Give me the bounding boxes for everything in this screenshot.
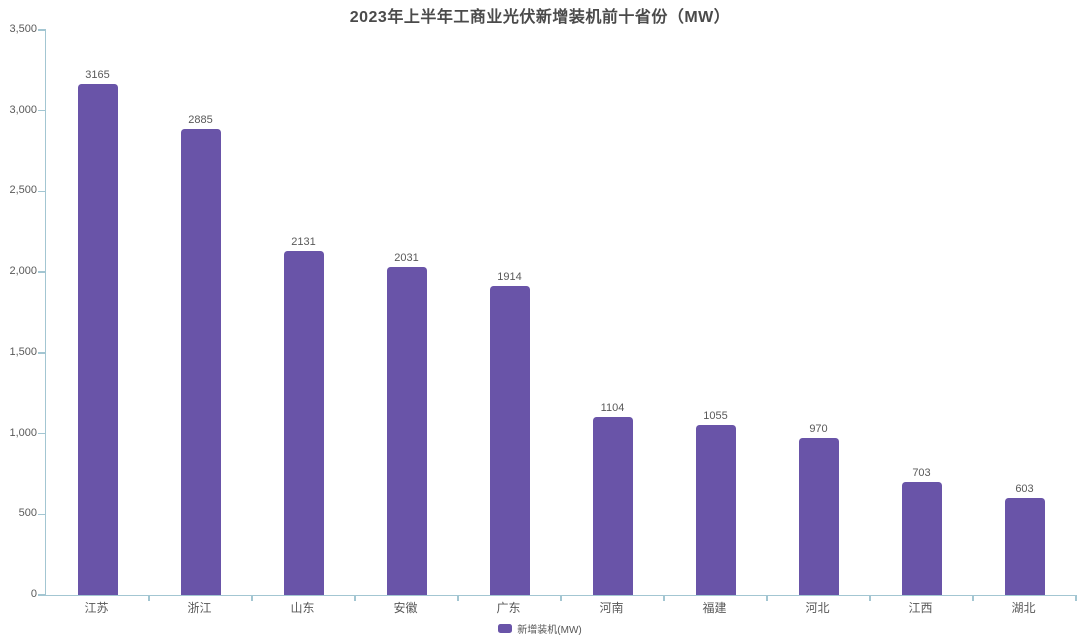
x-axis-category-label: 湖北 bbox=[1011, 601, 1036, 615]
x-axis-tick bbox=[251, 595, 253, 601]
bar-value-label: 1055 bbox=[703, 409, 728, 422]
y-axis-tick-label: 2,500 bbox=[9, 184, 37, 197]
y-axis-tick bbox=[38, 271, 46, 273]
bar-福建 bbox=[695, 424, 736, 595]
x-axis-tick bbox=[148, 595, 150, 601]
x-axis-category-label: 安徽 bbox=[393, 601, 418, 615]
y-axis-tick-label: 500 bbox=[18, 507, 37, 520]
x-axis-tick bbox=[1075, 595, 1077, 601]
chart-title: 2023年上半年工商业光伏新增装机前十省份（MW） bbox=[349, 9, 731, 26]
bar-value-label: 3165 bbox=[85, 69, 110, 82]
x-axis-tick bbox=[457, 595, 459, 601]
bar-安徽 bbox=[386, 267, 427, 595]
bar-浙江 bbox=[180, 129, 221, 595]
x-axis-tick bbox=[354, 595, 356, 601]
y-axis-tick-label: 1,500 bbox=[9, 345, 37, 358]
y-axis-tick bbox=[38, 352, 46, 354]
x-axis-category-label: 浙江 bbox=[187, 601, 212, 615]
y-axis-tick bbox=[38, 513, 46, 516]
bar-江苏 bbox=[77, 84, 118, 595]
x-axis-category-label: 江苏 bbox=[84, 601, 109, 615]
x-axis-category-label: 广东 bbox=[496, 601, 521, 615]
y-axis-tick bbox=[38, 190, 46, 193]
bar-value-label: 970 bbox=[809, 423, 828, 436]
y-axis-tick bbox=[38, 29, 46, 31]
bar-value-label: 703 bbox=[912, 466, 931, 479]
plot-area: 0 500 1,000 1,500 2,000 2,500 3,000 3,500 3165 28… bbox=[9, 23, 1077, 601]
bar-江西 bbox=[901, 481, 942, 595]
bar-广东 bbox=[489, 286, 530, 595]
x-axis-tick bbox=[663, 595, 665, 601]
y-axis-tick-label: 1,000 bbox=[9, 426, 37, 439]
bar-value-label: 2885 bbox=[188, 114, 213, 127]
x-axis-category-label: 福建 bbox=[702, 601, 727, 615]
bar-value-label: 2131 bbox=[291, 236, 316, 248]
bar-河南 bbox=[592, 416, 633, 595]
x-axis-tick bbox=[766, 595, 768, 601]
x-axis-labels: 江苏 浙江 山东 安徽 广东 河南 福建 河北 江西 湖北 bbox=[45, 599, 1075, 615]
bar-山东 bbox=[283, 251, 324, 595]
bar-value-label: 2031 bbox=[394, 252, 419, 265]
x-axis-category-label: 山东 bbox=[290, 601, 315, 615]
bar-value-label: 1914 bbox=[497, 271, 522, 284]
y-axis-tick bbox=[38, 109, 46, 112]
y-axis-tick-label: 3,500 bbox=[9, 23, 37, 35]
x-axis-tick bbox=[560, 595, 562, 601]
bar-value-label: 1104 bbox=[600, 401, 625, 414]
bar-value-label: 603 bbox=[1015, 482, 1034, 495]
x-axis-category-label: 河南 bbox=[599, 601, 624, 615]
x-axis-category-label: 江西 bbox=[908, 601, 933, 615]
y-axis-tick-label: 0 bbox=[30, 588, 37, 600]
y-axis-tick bbox=[38, 594, 46, 596]
x-axis-tick bbox=[869, 595, 871, 601]
legend-swatch bbox=[498, 623, 513, 633]
x-axis-tick bbox=[972, 595, 974, 601]
legend: 新增装机(MW) bbox=[0, 620, 1080, 636]
x-axis-category-label: 河北 bbox=[805, 601, 830, 615]
bar-河北 bbox=[798, 438, 839, 595]
y-axis-tick-label: 3,000 bbox=[9, 103, 37, 116]
y-axis-tick bbox=[38, 432, 46, 435]
bar-湖北 bbox=[1004, 497, 1045, 595]
legend-label: 新增装机(MW) bbox=[517, 624, 582, 636]
y-axis-tick-label: 2,000 bbox=[9, 265, 37, 278]
